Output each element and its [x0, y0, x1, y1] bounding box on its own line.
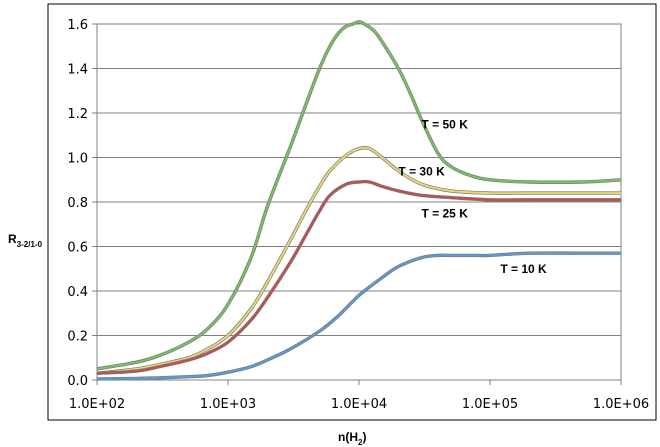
series-labels: T = 50 K T = 30 K T = 25 K T = 10 K: [398, 118, 547, 277]
series-line-50k: [96, 20, 622, 370]
series-line-30k: [96, 146, 621, 375]
y-tick-label: 0.6: [67, 241, 88, 256]
x-tick-label: 1.0E+05: [462, 397, 518, 412]
y-tick-label: 0.8: [67, 196, 88, 211]
series-label-50k: T = 50 K: [422, 118, 469, 132]
series-label-10k: T = 10 K: [500, 262, 547, 276]
y-axis-title: R3-2/1-0: [8, 232, 43, 249]
y-tick-label: 1.4: [67, 63, 88, 78]
y-tick-label: 1.2: [67, 107, 88, 122]
x-tick-label: 1.0E+06: [593, 397, 649, 412]
x-axis-title: n(H2): [338, 430, 366, 447]
x-axis-ticks: 1.0E+02 1.0E+03 1.0E+04 1.0E+05 1.0E+06: [69, 380, 649, 412]
y-tick-label: 1.6: [67, 18, 88, 33]
series-line-25k: [96, 180, 621, 375]
x-tick-label: 1.0E+02: [69, 397, 125, 412]
plot-area: [96, 23, 622, 381]
y-tick-label: 0.2: [67, 330, 88, 345]
y-tick-label: 0.0: [67, 374, 88, 389]
x-tick-label: 1.0E+04: [331, 397, 387, 412]
y-axis-ticks: 0.0 0.2 0.4 0.6 0.8 1.0 1.2 1.4 1.6: [67, 18, 97, 389]
series-line-10k: [96, 252, 621, 380]
series-lines: [96, 20, 622, 381]
gridlines: [97, 68, 621, 336]
chart-frame: [47, 3, 657, 421]
series-label-30k: T = 30 K: [398, 164, 445, 178]
y-tick-label: 1.0: [67, 152, 88, 167]
series-label-25k: T = 25 K: [422, 207, 469, 221]
x-tick-label: 1.0E+03: [200, 397, 256, 412]
y-tick-label: 0.4: [67, 285, 88, 300]
